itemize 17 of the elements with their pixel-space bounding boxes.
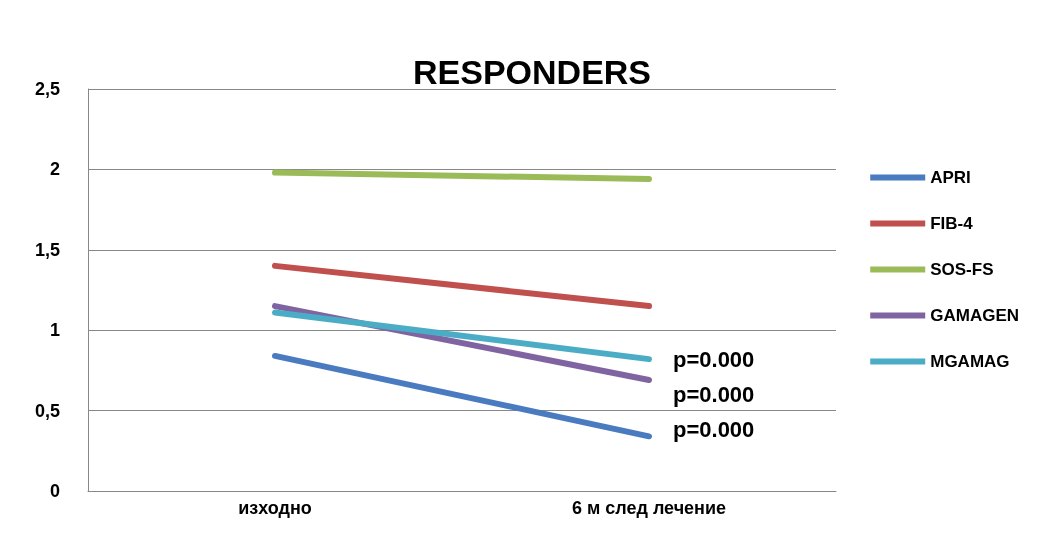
legend-label: MGAMAG	[930, 352, 1010, 371]
y-tick-label: 2	[49, 159, 60, 180]
annotation: p=0.000	[673, 346, 755, 372]
y-tick-label: 0	[49, 481, 60, 501]
legend-label: FIB-4	[930, 214, 974, 233]
y-tick-label: 1	[49, 320, 60, 341]
legend-label: SOS-FS	[930, 260, 994, 279]
x-tick-label: 6 м след лечение	[571, 498, 727, 518]
y-tick-label: 2,5	[34, 79, 60, 99]
y-tick-label: 0,5	[34, 400, 60, 421]
chart-title: RESPONDERS	[413, 53, 652, 91]
annotation: p=0.000	[673, 381, 755, 407]
y-tick-label: 1,5	[34, 239, 60, 260]
legend-label: APRI	[930, 168, 971, 187]
annotation: p=0.000	[673, 416, 755, 442]
legend-label: GAMAGEN	[930, 306, 1019, 325]
x-tick-label: изходно	[238, 498, 312, 518]
